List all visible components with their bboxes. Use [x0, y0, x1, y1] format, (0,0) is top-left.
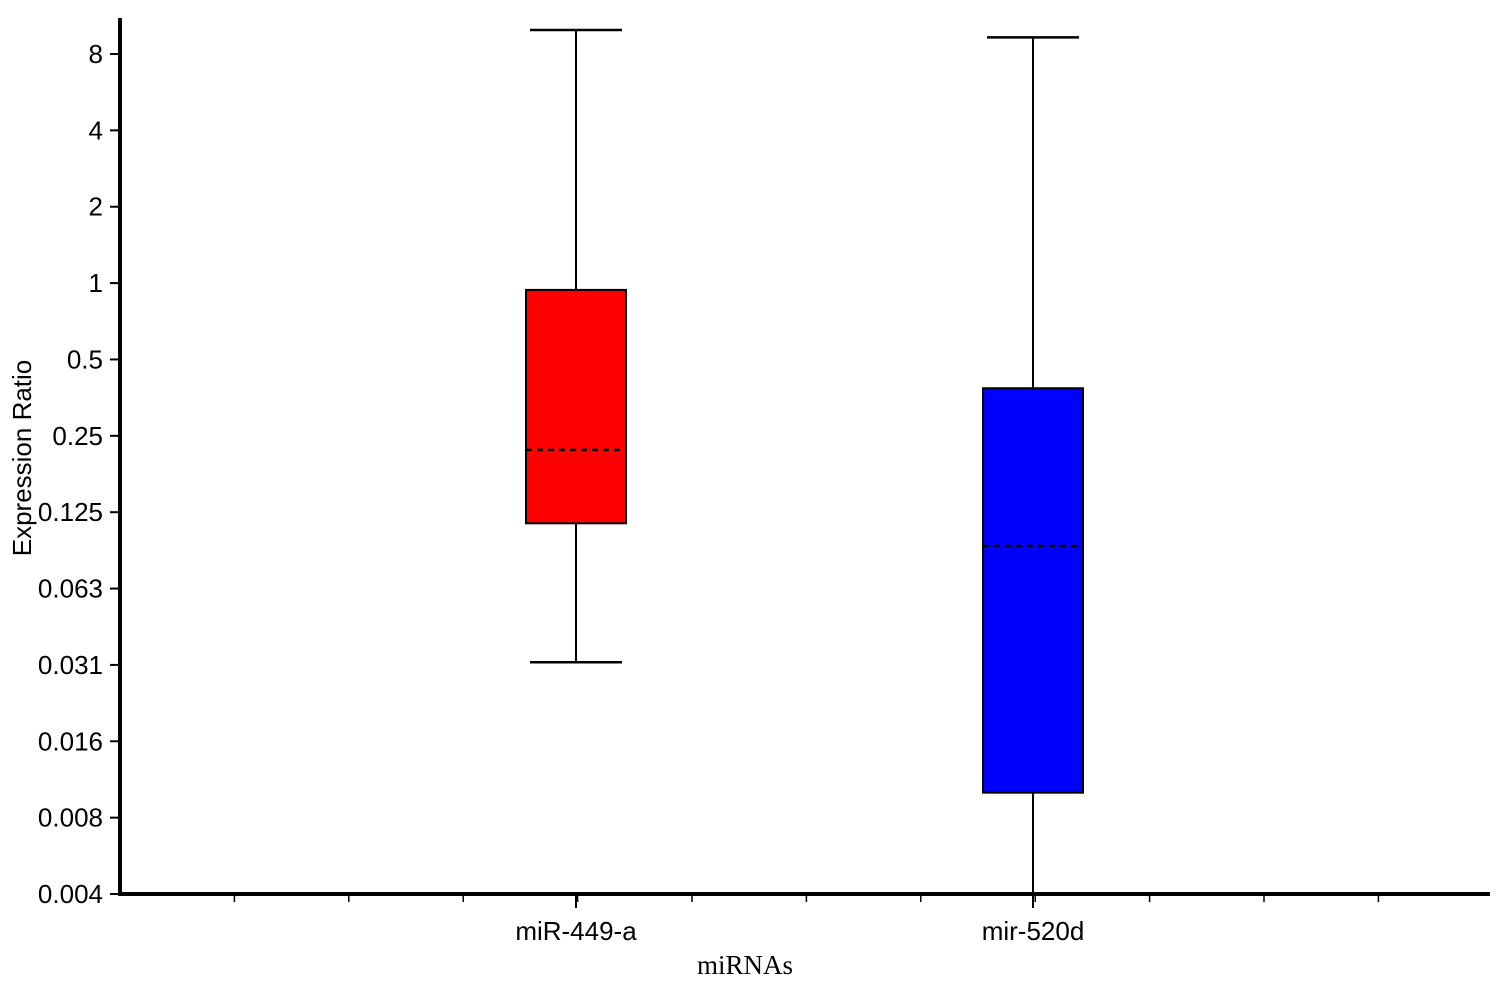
y-tick-label: 0.25 — [52, 421, 103, 451]
y-tick-label: 0.008 — [38, 803, 103, 833]
x-axis-label: miRNAs — [697, 950, 793, 980]
y-tick-label: 0.031 — [38, 650, 103, 680]
box-mir-449-a — [525, 28, 627, 664]
x-tick-label: miR-449-a — [515, 916, 637, 946]
boxes — [525, 28, 1084, 894]
y-tick-label: 0.004 — [38, 879, 103, 909]
y-tick-label: 8 — [89, 39, 103, 69]
y-tick-label: 1 — [89, 268, 103, 298]
y-tick-label: 2 — [89, 192, 103, 222]
y-axis-label: Expression Ratio — [7, 360, 37, 557]
iqr-box — [982, 387, 1084, 794]
y-tick-label: 0.016 — [38, 726, 103, 756]
y-tick-label: 0.5 — [67, 344, 103, 374]
y-tick-label: 0.063 — [38, 574, 103, 604]
iqr-box — [525, 288, 627, 525]
x-tick-label: mir-520d — [982, 916, 1085, 946]
box-mir-520d — [982, 36, 1084, 894]
axes — [118, 18, 1490, 896]
y-axis-ticks: 8 4 2 1 0.5 0.25 0.125 0.063 0.031 0.016 0.008 0.00… — [38, 39, 120, 909]
x-axis-ticks: miR-449-a mir-520d — [233, 894, 1380, 946]
y-tick-label: 0.125 — [38, 497, 103, 527]
y-tick-label: 4 — [89, 115, 103, 145]
